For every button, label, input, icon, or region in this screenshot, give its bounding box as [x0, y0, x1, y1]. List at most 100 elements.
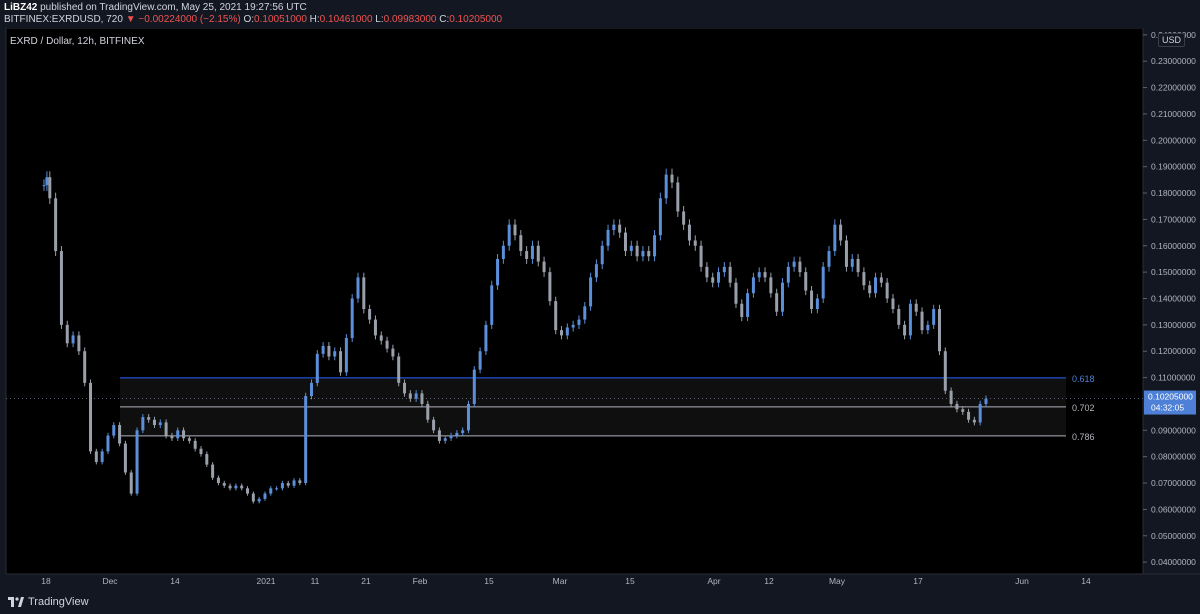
candle-body [728, 266, 732, 283]
candle-body [397, 356, 401, 383]
candle-body [368, 309, 372, 320]
candle-body [932, 309, 936, 325]
candle-body [263, 493, 267, 499]
candle-body [135, 430, 139, 494]
candle-body [839, 224, 843, 241]
candle-body [292, 480, 296, 486]
tradingview-brand[interactable]: TradingView [8, 596, 89, 608]
candle-body [635, 245, 639, 257]
candle-body [751, 277, 755, 294]
candle-body [496, 258, 500, 286]
candle-body [170, 435, 174, 439]
candle-body [810, 290, 814, 310]
author-name[interactable]: LiBZ42 [4, 2, 38, 13]
candle-body [466, 403, 470, 431]
candle-body [45, 177, 49, 186]
tradingview-logo-icon [8, 597, 24, 607]
countdown-timer: 04:32:05 [1151, 403, 1184, 413]
candle-body [717, 272, 721, 283]
candle-body [589, 277, 593, 307]
candle-body [612, 224, 616, 230]
candle-body [641, 251, 645, 257]
candle-body [647, 251, 651, 257]
candle-body [815, 298, 819, 310]
candle-body [77, 335, 81, 352]
y-tick-label: 0.09000000 [1151, 425, 1196, 435]
y-tick-label: 0.21000000 [1151, 109, 1196, 119]
candle-body [106, 435, 110, 452]
low-label: L: [375, 14, 384, 25]
candle-body [984, 398, 988, 404]
candle-body [519, 235, 523, 252]
candle-body [100, 451, 104, 462]
candle-body [676, 182, 680, 212]
candle-body [746, 293, 750, 317]
symbol-label[interactable]: BITFINEX:EXRDUSD, 720 [4, 14, 123, 25]
candle-body [309, 382, 313, 397]
x-tick-label: May [829, 576, 846, 586]
candle-body [629, 245, 633, 252]
candle-body [600, 245, 604, 265]
candle-body [112, 425, 116, 436]
high-label: H: [309, 14, 320, 25]
candle-body [426, 403, 430, 420]
candle-body [699, 245, 703, 267]
candle-body [211, 464, 215, 478]
candle-body [775, 293, 779, 312]
candle-body [315, 353, 319, 383]
candle-body [234, 485, 238, 489]
candle-body [455, 432, 459, 436]
candle-body [71, 335, 75, 344]
candle-body [356, 277, 360, 299]
candle-body [228, 485, 232, 489]
publish-text: published on TradingView.com, May 25, 20… [40, 2, 307, 13]
candle-body [792, 261, 796, 267]
price-change: −0.00224000 (−2.15%) [138, 14, 241, 25]
candle-body [449, 435, 453, 439]
price-chart[interactable]: 0.6180.7020.7860.240000000.230000000.220… [0, 27, 1200, 590]
candle-body [827, 251, 831, 267]
currency-badge[interactable]: USD [1158, 33, 1186, 47]
candle-body [443, 438, 447, 441]
candle-body [350, 298, 354, 339]
candle-body [403, 382, 407, 394]
candle-body [298, 480, 302, 484]
candle-body [118, 425, 122, 444]
y-tick-label: 0.08000000 [1151, 452, 1196, 462]
chart-area[interactable]: 0.6180.7020.7860.240000000.230000000.220… [0, 27, 1200, 590]
candle-body [513, 224, 517, 236]
candle-body [571, 324, 575, 328]
y-tick-label: 0.13000000 [1151, 320, 1196, 330]
x-tick-label: 12 [764, 576, 774, 586]
candle-body [914, 303, 918, 312]
footer: TradingView [0, 590, 1200, 614]
candle-body [903, 324, 907, 336]
low-value: 0.09983000 [383, 14, 437, 25]
candle-body [187, 438, 191, 441]
candle-body [693, 240, 697, 246]
candle-body [83, 351, 87, 383]
candle-body [478, 351, 482, 370]
candle-body [199, 448, 203, 455]
candle-body [205, 454, 209, 465]
brand-name: TradingView [28, 596, 89, 608]
candle-body [653, 235, 657, 257]
candle-body [548, 272, 552, 302]
candle-body [908, 303, 912, 336]
candle-body [536, 245, 540, 262]
close-value: 0.10205000 [449, 14, 503, 25]
candle-body [420, 393, 424, 404]
candle-body [769, 277, 773, 294]
price-tag [1144, 390, 1196, 415]
candle-body [251, 493, 255, 502]
y-tick-label: 0.07000000 [1151, 478, 1196, 488]
y-tick-label: 0.05000000 [1151, 531, 1196, 541]
publish-info: LiBZ42 published on TradingView.com, May… [4, 2, 307, 13]
y-tick-label: 0.23000000 [1151, 56, 1196, 66]
candle-body [193, 440, 197, 449]
candle-body [321, 345, 325, 354]
candle-body [240, 485, 244, 489]
open-value: 0.10051000 [254, 14, 307, 25]
candle-body [472, 369, 476, 404]
candle-body [530, 245, 534, 259]
